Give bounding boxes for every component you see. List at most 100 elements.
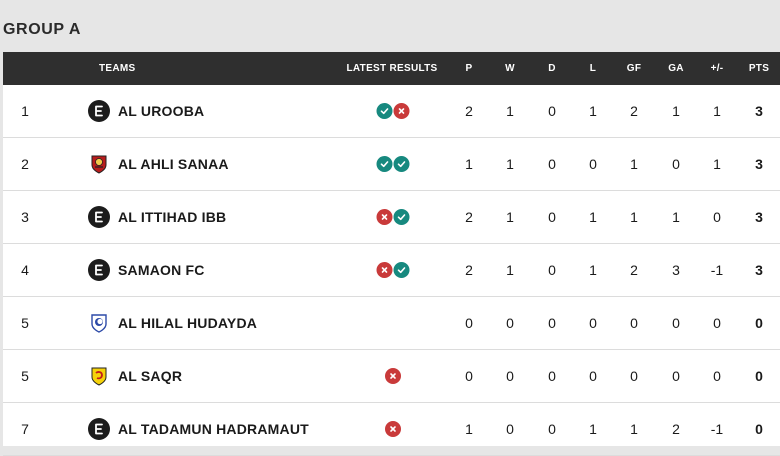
lost-cell: 1	[589, 103, 597, 119]
win-check-icon[interactable]	[393, 156, 410, 172]
loss-cross-icon[interactable]	[393, 103, 410, 119]
table-row[interactable]: 5 AL HILAL HUDAYDA 0 0 0 0 0 0 0 0	[3, 297, 780, 350]
won-cell: 1	[506, 103, 514, 119]
drawn-cell: 0	[548, 209, 556, 225]
table-row[interactable]: 2 AL AHLI SANAA 1 1 0 0 1 0 1 3	[3, 138, 780, 191]
header-points: PTS	[748, 63, 770, 74]
goals-against-cell: 0	[672, 315, 680, 331]
points-cell: 3	[755, 262, 763, 278]
won-cell: 0	[506, 368, 514, 384]
loss-cross-icon[interactable]	[385, 421, 401, 437]
lost-cell: 1	[589, 421, 597, 437]
team-badge-icon	[88, 418, 110, 440]
table-row[interactable]: 1 AL UROOBA 2 1 0 1 2 1 1 3	[3, 85, 780, 138]
played-cell: 2	[465, 262, 473, 278]
position-cell: 1	[21, 103, 29, 119]
goals-against-cell: 3	[672, 262, 680, 278]
goals-against-cell: 0	[672, 156, 680, 172]
header-lost: L	[589, 63, 597, 74]
position-cell: 4	[21, 262, 29, 278]
won-cell: 0	[506, 315, 514, 331]
latest-results	[376, 244, 410, 296]
drawn-cell: 0	[548, 421, 556, 437]
goal-difference-cell: 0	[713, 368, 721, 384]
goals-for-cell: 1	[630, 421, 638, 437]
win-check-icon[interactable]	[376, 156, 393, 172]
goal-difference-cell: 0	[713, 209, 721, 225]
goals-for-cell: 1	[630, 209, 638, 225]
loss-cross-icon[interactable]	[376, 262, 393, 278]
goals-for-cell: 1	[630, 156, 638, 172]
table-row[interactable]: 7 AL TADAMUN HADRAMAUT 1 0 0 1 1 2 -1 0	[3, 403, 780, 456]
win-check-icon[interactable]	[393, 262, 410, 278]
points-cell: 3	[755, 103, 763, 119]
played-cell: 0	[465, 368, 473, 384]
goals-for-cell: 2	[630, 262, 638, 278]
goal-difference-cell: -1	[710, 421, 724, 437]
goals-for-cell: 0	[630, 368, 638, 384]
played-cell: 0	[465, 315, 473, 331]
goals-against-cell: 0	[672, 368, 680, 384]
team-badge-icon	[88, 100, 110, 122]
position-cell: 5	[21, 368, 29, 384]
team-name[interactable]: AL AHLI SANAA	[118, 156, 229, 172]
team-badge-icon	[88, 153, 110, 175]
win-check-icon[interactable]	[393, 209, 410, 225]
drawn-cell: 0	[548, 368, 556, 384]
goals-for-cell: 2	[630, 103, 638, 119]
header-played: P	[465, 63, 473, 74]
drawn-cell: 0	[548, 315, 556, 331]
goal-difference-cell: 1	[713, 156, 721, 172]
team-badge-icon	[88, 365, 110, 387]
position-cell: 7	[21, 421, 29, 437]
loss-cross-icon[interactable]	[385, 368, 401, 384]
goals-for-cell: 0	[630, 315, 638, 331]
team-name[interactable]: AL TADAMUN HADRAMAUT	[118, 421, 309, 437]
table-header: TEAMS LATEST RESULTS P W D L GF GA +/- P…	[3, 52, 780, 85]
team-badge-icon	[88, 312, 110, 334]
table-row[interactable]: 3 AL ITTIHAD IBB 2 1 0 1 1 1 0 3	[3, 191, 780, 244]
won-cell: 1	[506, 209, 514, 225]
won-cell: 1	[506, 262, 514, 278]
team-name[interactable]: AL SAQR	[118, 368, 183, 384]
group-title: GROUP A	[3, 21, 81, 38]
header-won: W	[505, 63, 515, 74]
position-cell: 2	[21, 156, 29, 172]
lost-cell: 1	[589, 209, 597, 225]
goals-against-cell: 2	[672, 421, 680, 437]
team-badge-icon	[88, 259, 110, 281]
won-cell: 0	[506, 421, 514, 437]
table-row[interactable]: 4 SAMAON FC 2 1 0 1 2 3 -1 3	[3, 244, 780, 297]
standings-table: TEAMS LATEST RESULTS P W D L GF GA +/- P…	[3, 52, 780, 456]
position-cell: 5	[21, 315, 29, 331]
played-cell: 1	[465, 421, 473, 437]
latest-results	[376, 191, 410, 243]
header-teams: TEAMS	[99, 63, 136, 74]
table-row[interactable]: 5 AL SAQR 0 0 0 0 0 0 0 0	[3, 350, 780, 403]
drawn-cell: 0	[548, 262, 556, 278]
team-badge-icon	[88, 206, 110, 228]
points-cell: 3	[755, 209, 763, 225]
points-cell: 0	[755, 368, 763, 384]
played-cell: 2	[465, 103, 473, 119]
position-cell: 3	[21, 209, 29, 225]
team-name[interactable]: SAMAON FC	[118, 262, 205, 278]
team-name[interactable]: AL ITTIHAD IBB	[118, 209, 227, 225]
header-latest-results: LATEST RESULTS	[346, 63, 438, 74]
table-body: 1 AL UROOBA 2 1 0 1 2 1 1 3 2 AL AHLI SANAA 1 1 0 0 1 0 1 3…	[3, 85, 780, 456]
lost-cell: 0	[589, 368, 597, 384]
win-check-icon[interactable]	[376, 103, 393, 119]
won-cell: 1	[506, 156, 514, 172]
points-cell: 0	[755, 421, 763, 437]
played-cell: 2	[465, 209, 473, 225]
points-cell: 0	[755, 315, 763, 331]
lost-cell: 0	[589, 315, 597, 331]
latest-results	[376, 138, 410, 190]
header-drawn: D	[548, 63, 556, 74]
header-goal-difference: +/-	[710, 63, 724, 74]
latest-results	[385, 403, 401, 455]
drawn-cell: 0	[548, 156, 556, 172]
team-name[interactable]: AL UROOBA	[118, 103, 205, 119]
loss-cross-icon[interactable]	[376, 209, 393, 225]
team-name[interactable]: AL HILAL HUDAYDA	[118, 315, 258, 331]
